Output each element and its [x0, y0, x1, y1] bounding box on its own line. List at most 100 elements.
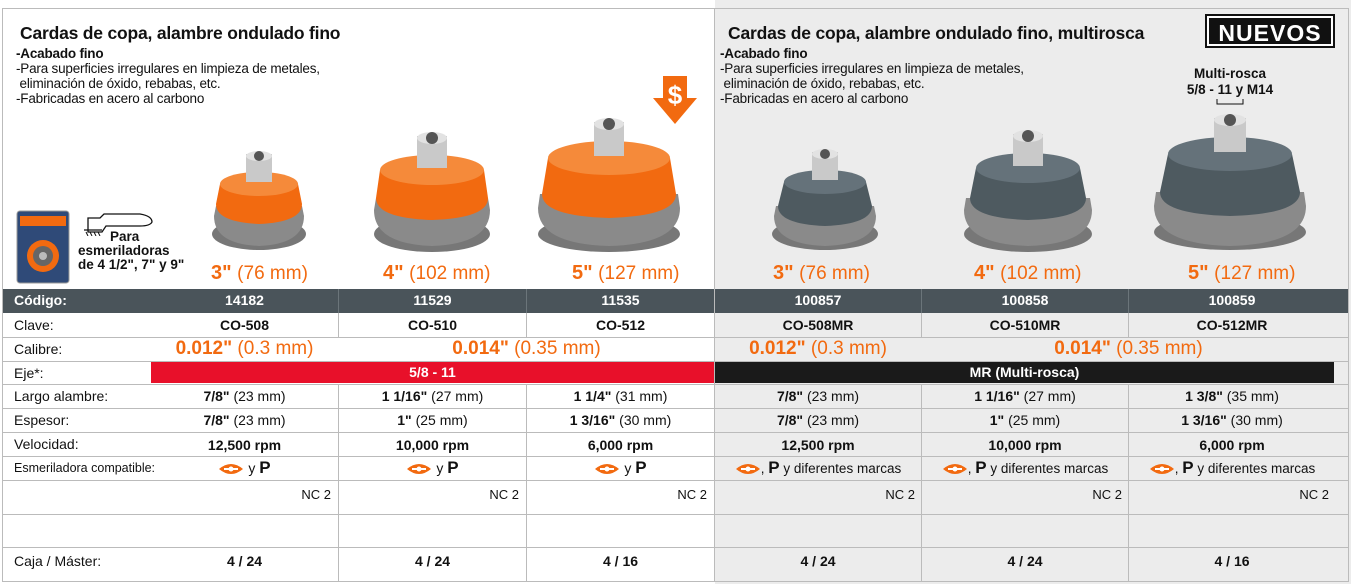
esmeriladora-3: y P [527, 458, 714, 478]
pretul-p-icon: P [447, 458, 459, 477]
col-divider [921, 289, 922, 313]
espesor-1: 7/8" (23 mm) [203, 412, 286, 428]
codigo-5: 100858 [1001, 292, 1049, 308]
espesor-6: 1 3/16" (30 mm) [1181, 412, 1283, 428]
col-divider [1128, 313, 1129, 337]
espesor-5: 1" (25 mm) [989, 412, 1061, 428]
largo-6: 1 3/8" (35 mm) [1185, 388, 1279, 404]
package-thumbnail-icon [16, 210, 70, 284]
nc-3: NC 2 [677, 487, 707, 502]
codigo-6: 100859 [1208, 292, 1256, 308]
calibre-4: 0.014" (0.35 mm) [1054, 338, 1203, 359]
pretul-p-icon: P [259, 458, 271, 477]
left-bullet-3: -Fabricadas en acero al carbono [16, 91, 205, 106]
right-title-bold: multirosca [1057, 23, 1145, 43]
cup-brush-4in-orange [374, 132, 490, 252]
codigo-1: 14182 [225, 292, 264, 308]
calibre-3: 0.012" (0.3 mm) [749, 338, 887, 359]
col-divider [338, 384, 339, 582]
clave-2: CO-510 [407, 317, 458, 333]
row-divider [2, 514, 1349, 515]
cup-brush-5in-orange [538, 118, 680, 252]
left-bullets: -Acabado fino -Para superficies irregula… [16, 46, 320, 106]
esmeriladora-1: y P [151, 458, 338, 478]
size-label-4: 3" (76 mm) [773, 262, 870, 284]
clave-6: CO-512MR [1196, 317, 1268, 333]
row-divider [2, 547, 1349, 548]
velocidad-6: 6,000 rpm [1199, 437, 1265, 453]
left-bullet-0: -Acabado fino [16, 46, 104, 61]
truper-logo-icon [1149, 464, 1174, 475]
right-title: Cardas de copa, alambre ondulado fino, m… [728, 23, 1144, 44]
caja-4: 4 / 24 [800, 553, 836, 569]
codigo-row: Código: [2, 289, 1349, 313]
velocidad-5: 10,000 rpm [988, 437, 1062, 453]
caja-1: 4 / 24 [226, 553, 263, 569]
esmeriladora-5: , P y diferentes marcas [922, 458, 1128, 478]
nuevos-badge: NUEVOS [1205, 14, 1335, 48]
calibre-2: 0.014" (0.35 mm) [452, 338, 601, 359]
velocidad-label: Velocidad: [14, 436, 79, 452]
caja-label: Caja / Máster: [14, 553, 102, 569]
truper-logo-icon [735, 464, 760, 475]
size-label-5: 4" (102 mm) [974, 262, 1082, 284]
pretul-p-icon: P [975, 458, 987, 477]
col-divider [526, 289, 527, 313]
caja-6: 4 / 16 [1214, 553, 1250, 569]
row-divider [2, 408, 1349, 409]
right-bullets: -Acabado fino -Para superficies irregula… [720, 46, 1024, 106]
row-divider [2, 361, 1349, 362]
nc-2: NC 2 [489, 487, 519, 502]
espesor-4: 7/8" (23 mm) [776, 412, 860, 428]
codigo-4: 100857 [794, 292, 842, 308]
truper-logo-icon [219, 464, 244, 475]
codigo-label: Código: [14, 292, 67, 308]
velocidad-2: 10,000 rpm [395, 437, 470, 453]
col-divider [526, 384, 527, 582]
size-label-3: 5" (127 mm) [572, 262, 680, 284]
clave-4: CO-508MR [782, 317, 854, 333]
esmeriladora-2: y P [339, 458, 526, 478]
para-line-2: de 4 1/2", 7" y 9" [78, 257, 185, 272]
nc-6: NC 2 [1299, 487, 1329, 502]
caja-2: 4 / 24 [414, 553, 451, 569]
pretul-p-icon: P [635, 458, 647, 477]
codigo-3: 11535 [601, 292, 640, 308]
cup-brush-4in-gray [964, 130, 1092, 252]
caja-3: 4 / 16 [602, 553, 639, 569]
col-divider [338, 313, 339, 337]
left-bullet-1: -Para superficies irregulares en limpiez… [16, 61, 320, 76]
truper-logo-icon [942, 464, 967, 475]
panel-divider [714, 8, 715, 582]
pretul-p-icon: P [768, 458, 780, 477]
para-line-0: Para [110, 229, 140, 244]
angle-grinder-icon [84, 213, 153, 236]
multi-rosca-label: Multi-rosca 5/8 - 11 y M14 [1175, 66, 1285, 106]
codigo-2: 11529 [413, 292, 452, 308]
row-divider [2, 456, 1349, 457]
right-bullet-1: -Para superficies irregulares en limpiez… [720, 61, 1024, 76]
espesor-label: Espesor: [14, 412, 70, 428]
caja-5: 4 / 24 [1007, 553, 1043, 569]
right-title-main: Cardas de copa, alambre ondulado fino, [728, 23, 1053, 43]
size-label-6: 5" (127 mm) [1188, 262, 1296, 284]
truper-logo-icon [595, 464, 620, 475]
pretul-p-icon: P [1182, 458, 1194, 477]
right-bullet-2: eliminación de óxido, rebabas, etc. [720, 76, 925, 91]
dollar-price-icon: $ [653, 76, 697, 124]
multi-rosca-title: Multi-rosca [1193, 66, 1266, 81]
espesor-2: 1" (25 mm) [397, 412, 468, 428]
largo-3: 1 1/4" (31 mm) [573, 388, 668, 404]
left-bullet-2: eliminación de óxido, rebabas, etc. [16, 76, 221, 91]
col-divider [1128, 384, 1129, 582]
cup-brush-3in-orange [212, 151, 306, 250]
velocidad-3: 6,000 rpm [587, 437, 654, 453]
row-divider [2, 480, 1349, 481]
size-label-1: 3" (76 mm) [211, 262, 308, 284]
esmeriladora-6: , P y diferentes marcas [1129, 458, 1335, 478]
bracket-icon [1216, 99, 1244, 105]
nc-5: NC 2 [1092, 487, 1122, 502]
nc-1: NC 2 [301, 487, 331, 502]
para-line-1: esmeriladoras [78, 243, 170, 258]
row-divider [2, 384, 1349, 385]
